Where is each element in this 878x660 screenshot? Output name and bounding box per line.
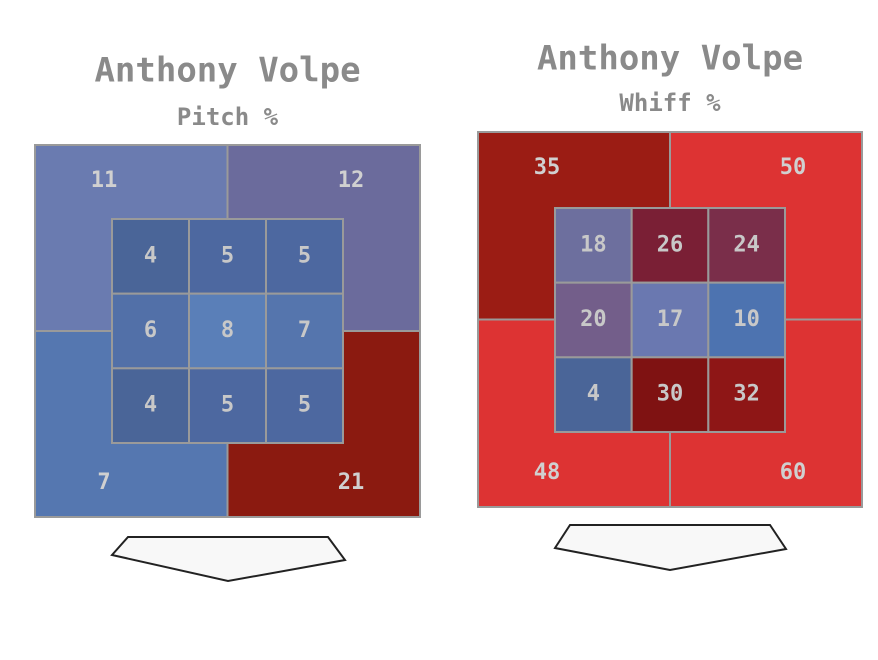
zone-label: 4 [587,382,600,407]
panel-subtitle: Whiff % [619,89,721,117]
zone-label: 5 [221,243,234,268]
zone-label: 6 [144,318,157,343]
zone-label: 7 [298,318,311,343]
outer-label: 50 [780,155,807,180]
zone-label: 32 [733,382,760,407]
panel-subtitle: Pitch % [177,103,279,131]
zone-cell [554,281,633,359]
zone-label: 20 [580,307,607,332]
zone-cell [707,281,786,359]
zone-cell [630,207,710,284]
outer-label: 11 [91,168,118,193]
zone-cell [111,292,190,370]
zone-label: 17 [657,307,684,332]
zone-label: 26 [657,232,684,257]
outer-label: 48 [534,460,561,485]
zone-label: 18 [580,232,607,257]
zone-cell [707,207,786,284]
panel-title: Anthony Volpe [94,51,360,91]
zone-label: 4 [144,243,157,268]
outer-label: 60 [780,460,807,485]
panel-title: Anthony Volpe [537,39,803,79]
zone-label: 10 [733,307,760,332]
home-plate [110,536,347,583]
zone-label: 5 [298,393,311,418]
zone-cell [707,356,786,434]
outer-label: 21 [338,470,365,495]
zone-cell [188,367,267,445]
zone-label: 24 [733,232,760,257]
zone-cell [630,281,710,359]
home-plate [553,524,788,572]
zone-cell [188,218,267,295]
zone-label: 30 [657,382,684,407]
zone-cell [265,367,344,445]
outer-label: 35 [534,155,561,180]
outer-label: 12 [338,168,365,193]
zone-label: 5 [298,243,311,268]
zone-cell [265,292,344,370]
zone-label: 4 [144,393,157,418]
outer-label: 7 [97,470,110,495]
zone-cell [554,207,633,284]
zone-cell [630,356,710,434]
zone-label: 8 [221,318,234,343]
zone-label: 5 [221,393,234,418]
